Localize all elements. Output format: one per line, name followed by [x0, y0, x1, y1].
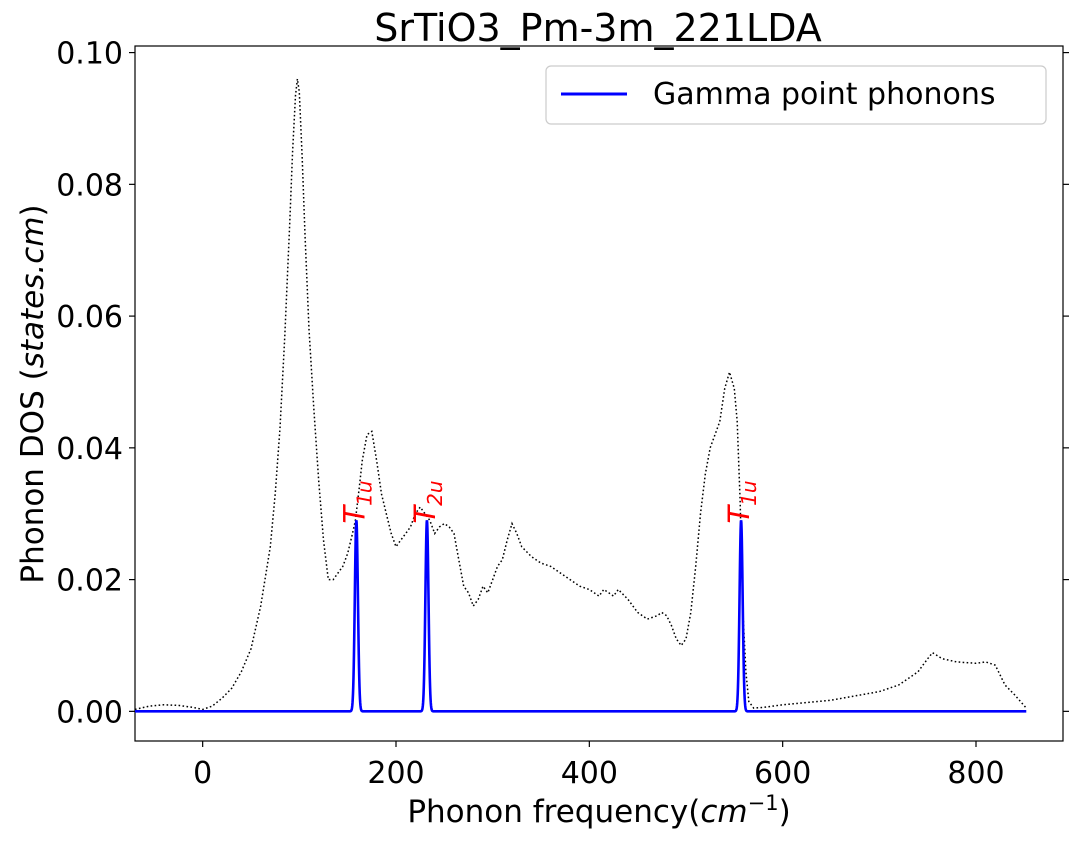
- plot-area: [134, 78, 1027, 713]
- gamma-point-phonons-line: [135, 520, 1027, 713]
- y-tick-label: 0.02: [56, 564, 123, 599]
- peak-label: T1u: [722, 480, 761, 523]
- legend: Gamma point phonons: [545, 65, 1047, 125]
- y-tick-label: 0.10: [56, 37, 123, 72]
- peak-label: T2u: [408, 480, 447, 523]
- x-tick-label: 0: [193, 756, 212, 791]
- y-tick-label: 0.06: [56, 300, 123, 335]
- plot-frame: [134, 45, 1064, 742]
- x-tick-label: 200: [367, 756, 424, 791]
- y-axis-ticks: 0.00 0.02 0.04 0.06 0.08 0.10: [56, 37, 1069, 730]
- y-axis-label: Phonon DOS (states.cm): [15, 204, 51, 583]
- x-axis-label: Phonon frequency(cm−1): [407, 791, 790, 830]
- dos-dotted-line: [134, 78, 1027, 711]
- legend-box: [545, 65, 1047, 125]
- x-tick-label: 400: [561, 756, 618, 791]
- chart-title: SrTiO3_Pm-3m_221LDA: [374, 6, 822, 50]
- peak-label: T1u: [337, 480, 376, 523]
- x-tick-label: 800: [947, 756, 1004, 791]
- legend-label-gamma: Gamma point phonons: [653, 77, 995, 112]
- peak-labels: T1u T2u T1u: [337, 480, 761, 523]
- x-tick-label: 600: [754, 756, 811, 791]
- x-axis-ticks: 0 200 400 600 800: [193, 741, 1005, 791]
- y-tick-label: 0.00: [56, 695, 123, 730]
- y-tick-label: 0.08: [56, 168, 123, 203]
- y-tick-label: 0.04: [56, 432, 123, 467]
